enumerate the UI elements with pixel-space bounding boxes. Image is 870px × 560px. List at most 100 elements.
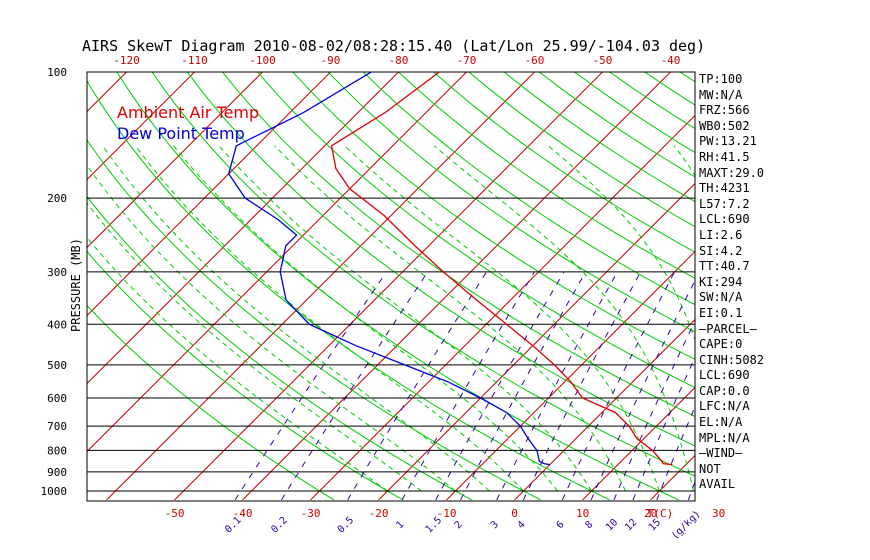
- stats-panel: TP:100 MW:N/A FRZ:566 WB0:502 PW:13.21 RH:41.…: [699, 72, 819, 493]
- stat-line: LCL:690: [699, 212, 750, 227]
- mixing-ratio-line: [280, 271, 429, 501]
- mixing-ratio-label: 0.2: [269, 515, 290, 536]
- moist-adiabat-line: [433, 145, 694, 492]
- dry-adiabat-line: [87, 250, 404, 501]
- stat-line: AVAIL: [699, 477, 736, 492]
- isotherm-line: [514, 318, 695, 501]
- pressure-tick-label: 100: [47, 66, 67, 79]
- mixing-ratio-label: 12: [623, 517, 639, 533]
- dry-adiabat-line: [222, 72, 695, 417]
- stat-line: CAPE:0: [699, 337, 743, 352]
- mixing-ratio-line: [347, 271, 487, 501]
- dry-adiabat-line: [87, 195, 473, 501]
- mixing-ratio-label: 4: [516, 519, 528, 531]
- dewpoint-profile: [227, 72, 551, 466]
- mixing-ratio-line: [460, 271, 587, 501]
- isotherm-line: [855, 72, 870, 500]
- bottom-temp-tick-label: 20: [644, 507, 657, 520]
- moist-adiabat-line: [87, 202, 422, 492]
- mixing-ratio-label: 1: [394, 519, 406, 531]
- pressure-tick-label: 700: [47, 420, 67, 433]
- moist-adiabat-line: [274, 145, 626, 492]
- dry-adiabat-line: [327, 72, 695, 333]
- moist-adiabat-line: [102, 145, 490, 492]
- moist-adiabat-line: [218, 145, 592, 492]
- dry-adiabat-line: [87, 139, 541, 501]
- pressure-tick-label: 200: [47, 192, 67, 205]
- stat-line: LFC:N/A: [699, 399, 750, 414]
- bottom-temp-tick-label: -40: [233, 507, 253, 520]
- bottom-temp-tick-label: 0: [511, 507, 518, 520]
- bottom-temp-tick-label: -20: [369, 507, 389, 520]
- stat-line: MPL:N/A: [699, 430, 750, 445]
- bottom-temp-tick-label: -10: [437, 507, 457, 520]
- top-temp-tick-label: -120: [113, 54, 140, 67]
- y-axis-label: PRESSURE (MB): [69, 238, 83, 332]
- mixing-ratio-label: 2: [453, 519, 465, 531]
- stat-line: L57:7.2: [699, 196, 750, 211]
- stat-line: EL:N/A: [699, 415, 743, 430]
- isotherm-line: [582, 386, 695, 501]
- moist-adiabat-line: [344, 145, 660, 492]
- pressure-tick-label: 1000: [41, 485, 68, 498]
- stat-line: TT:40.7: [699, 259, 750, 274]
- stat-line: –PARCEL–: [699, 321, 757, 336]
- top-temp-tick-label: -50: [593, 54, 613, 67]
- mixing-ratio-line: [401, 271, 535, 501]
- isotherm-line: [378, 182, 695, 501]
- mixing-ratio-label: 6: [555, 519, 567, 531]
- stat-line: RH:41.5: [699, 149, 750, 164]
- isotherm-line: [87, 72, 263, 249]
- pressure-tick-label: 800: [47, 444, 67, 457]
- stat-line: WB0:502: [699, 118, 750, 133]
- stat-line: TP:100: [699, 72, 743, 86]
- isotherm-line: [174, 72, 603, 501]
- legend-dew-point-temp: Dew Point Temp: [117, 124, 245, 143]
- mixing-ratio-line: [561, 271, 675, 501]
- isotherm-line: [310, 114, 695, 501]
- dry-adiabat-line: [398, 72, 695, 279]
- mixing-ratio-line: [435, 271, 565, 501]
- pressure-tick-label: 500: [47, 359, 67, 372]
- dry-adiabat-line: [433, 72, 695, 253]
- mixing-ratio-line: [496, 271, 618, 501]
- pressure-tick-label: 400: [47, 318, 67, 331]
- bottom-temp-tick-label: 30: [712, 507, 725, 520]
- pressure-tick-label: 600: [47, 392, 67, 405]
- stat-line: SW:N/A: [699, 290, 743, 305]
- moist-adiabat-line: [87, 236, 388, 492]
- plot-frame: [86, 71, 696, 502]
- dry-adiabat-line: [87, 80, 610, 501]
- isotherm-line: [242, 72, 671, 501]
- moist-adiabat-line: [87, 164, 456, 492]
- temp-unit-label: T(C): [647, 507, 674, 520]
- mixing-ratio-label: 3: [489, 519, 501, 531]
- dry-adiabat-line: [151, 72, 695, 477]
- stat-line: MAXT:29.0: [699, 165, 765, 180]
- mixing-ratio-label: 10: [604, 517, 620, 533]
- pressure-tick-label: 300: [47, 266, 67, 279]
- mixing-ratio-line: [522, 271, 642, 501]
- isotherm-line: [87, 72, 467, 453]
- isotherm-line: [87, 72, 195, 181]
- moist-adiabat-line: [173, 145, 558, 492]
- top-temp-tick-label: -40: [661, 54, 681, 67]
- stat-line: KI:294: [699, 274, 743, 289]
- stat-line: CINH:5082: [699, 352, 765, 367]
- stat-line: MW:N/A: [699, 87, 743, 102]
- stat-line: FRZ:566: [699, 103, 750, 118]
- mixing-ratio-label: 8: [583, 519, 595, 531]
- bottom-temp-tick-label: 10: [576, 507, 589, 520]
- mixing-ratio-label: 0.5: [336, 515, 357, 536]
- mixing-ratio-line: [234, 271, 387, 501]
- stat-line: NOT: [699, 461, 721, 476]
- isotherm-line: [87, 72, 127, 113]
- top-temp-tick-label: -60: [525, 54, 545, 67]
- stat-line: CAP:0.0: [699, 383, 750, 398]
- isotherm-line: [0, 72, 59, 500]
- top-temp-tick-label: -90: [321, 54, 341, 67]
- bottom-temp-tick-label: -50: [165, 507, 185, 520]
- stat-line: EI:0.1: [699, 305, 743, 320]
- ambient-temp-profile: [330, 72, 673, 466]
